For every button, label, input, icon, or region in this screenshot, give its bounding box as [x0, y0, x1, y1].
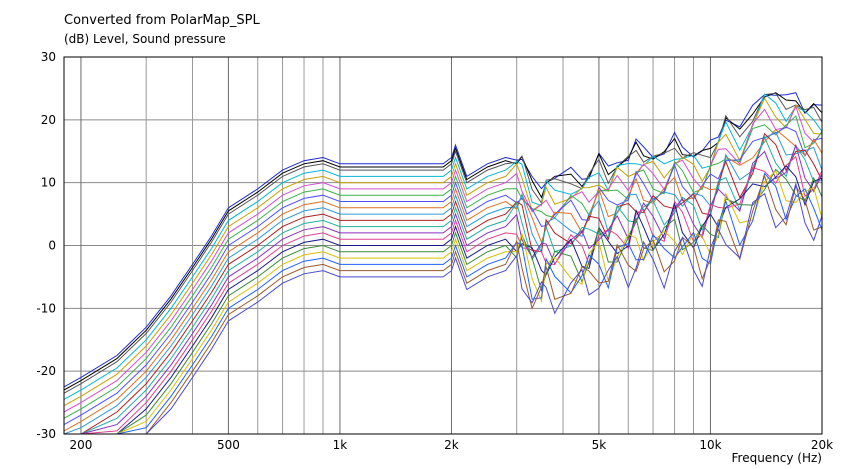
y-tick-label: 0 [48, 239, 56, 253]
series-line-5 [63, 97, 823, 407]
series-line-1 [63, 92, 823, 388]
x-tick-label: 1k [333, 438, 348, 452]
series-line-3 [63, 92, 823, 394]
x-tick-label: 10k [699, 438, 721, 452]
series-line-17 [64, 169, 823, 435]
series-lines [63, 92, 823, 435]
series-line-15 [64, 165, 823, 435]
series-line-18 [64, 172, 823, 435]
series-line-4 [63, 93, 823, 400]
x-tick-label: 2k [444, 438, 459, 452]
y-tick-label: -10 [36, 301, 56, 315]
series-line-16 [64, 168, 823, 435]
chart-title: Converted from PolarMap_SPL [64, 13, 260, 28]
tick-labels: 30 20 10 0 -10 -20 -30 200 500 1k 2k 5k 10k 20k [36, 50, 833, 452]
y-tick-label: 20 [41, 113, 56, 127]
y-tick-label: -20 [36, 364, 56, 378]
x-tick-label: 200 [70, 438, 93, 452]
series-line-20 [64, 182, 823, 435]
x-tick-label: 20k [811, 438, 833, 452]
series-line-2 [63, 92, 823, 391]
series-line-10 [63, 131, 823, 435]
series-line-8 [63, 126, 823, 426]
plot-frame [63, 56, 823, 435]
x-tick-label: 500 [217, 438, 240, 452]
series-line-7 [63, 115, 823, 419]
series-line-19 [64, 174, 823, 435]
y-tick-label: 30 [41, 50, 56, 64]
y-tick-label: 10 [41, 176, 56, 190]
y-tick-label: -30 [36, 427, 56, 441]
series-line-11 [64, 132, 823, 435]
x-axis-label: Frequency (Hz) [732, 451, 823, 465]
x-tick-label: 5k [592, 438, 607, 452]
chart-subtitle: (dB) Level, Sound pressure [64, 32, 226, 46]
